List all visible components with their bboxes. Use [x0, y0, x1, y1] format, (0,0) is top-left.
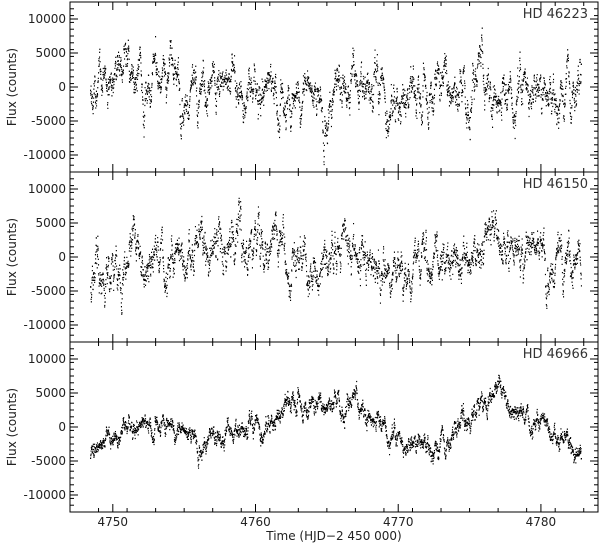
y-tick-label: 10000 — [28, 182, 66, 196]
panel-1: -10000 -5000 0 5000 10000 Flux (counts) HD 462… — [5, 1, 599, 173]
y-tick-label: 0 — [58, 420, 66, 434]
y-tick-label: 0 — [58, 250, 66, 264]
y-tick-label: 10000 — [28, 12, 66, 26]
panel-frame — [69, 341, 599, 513]
data-points — [90, 374, 582, 469]
data-points — [90, 27, 582, 166]
y-tick-label: -5000 — [31, 454, 66, 468]
x-tick-label: 4760 — [240, 515, 271, 529]
panel-3: -10000 -5000 0 5000 10000 4750 4760 4770 4780 Flu… — [5, 341, 599, 529]
data-points — [90, 197, 582, 315]
y-tick-label: -10000 — [23, 318, 66, 332]
y-axis-label: Flux (counts) — [5, 218, 19, 296]
x-tick-label: 4780 — [526, 515, 557, 529]
data-layer — [90, 374, 582, 469]
star-name: HD 46966 — [523, 347, 588, 362]
y-tick-label: 5000 — [35, 386, 66, 400]
y-tick-label: 0 — [58, 80, 66, 94]
star-name: HD 46223 — [523, 7, 588, 22]
x-tick-label: 4750 — [98, 515, 129, 529]
y-tick-label: 5000 — [35, 46, 66, 60]
y-tick-label: -10000 — [23, 148, 66, 162]
y-tick-label: -5000 — [31, 114, 66, 128]
y-tick-label: 10000 — [28, 352, 66, 366]
x-axis-label: Time (HJD−2 450 000) — [265, 529, 401, 543]
y-tick-label: -5000 — [31, 284, 66, 298]
y-tick-label: 5000 — [35, 216, 66, 230]
y-axis-label: Flux (counts) — [5, 388, 19, 466]
y-axis-label: Flux (counts) — [5, 48, 19, 126]
panels-group: -10000 -5000 0 5000 10000 Flux (counts) HD 462… — [5, 1, 599, 529]
y-tick-label: -10000 — [23, 488, 66, 502]
panel-2: -10000 -5000 0 5000 10000 Flux (counts) HD 461… — [5, 171, 599, 343]
data-layer — [90, 27, 582, 166]
data-layer — [90, 197, 582, 315]
x-tick-label: 4770 — [383, 515, 414, 529]
star-name: HD 46150 — [523, 177, 588, 192]
